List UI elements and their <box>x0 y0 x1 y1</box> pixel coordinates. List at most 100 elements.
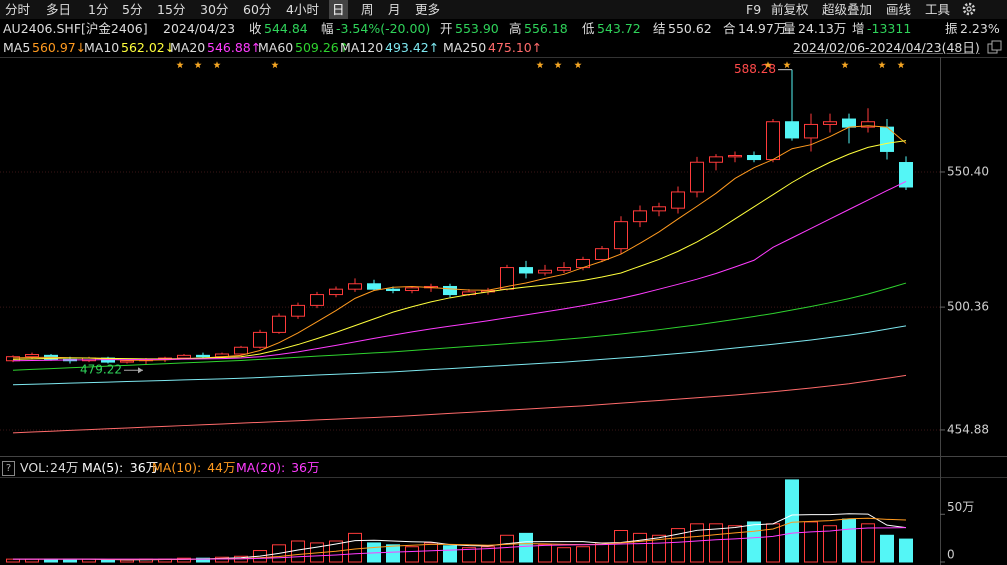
legend-name: MA250 <box>443 40 487 55</box>
volume-bar <box>405 546 419 563</box>
tab[interactable]: 1分 <box>88 2 109 17</box>
tab[interactable]: 4小时 <box>286 2 319 17</box>
y-tick-label: 550.40 <box>947 164 989 178</box>
volume-bar <box>709 523 723 563</box>
ma-line <box>12 181 907 362</box>
volume-bar <box>500 534 514 563</box>
settings-icon[interactable] <box>961 1 977 17</box>
y-tick-label: 50万 <box>947 500 974 514</box>
quote-value: 2.23% <box>960 21 1000 36</box>
tool-button[interactable]: 工具 <box>925 2 951 17</box>
volume-bar <box>348 532 362 563</box>
tab[interactable]: 日 <box>329 0 348 19</box>
candle-body <box>557 267 571 271</box>
tab[interactable]: 分时 <box>5 2 31 17</box>
tab[interactable]: 30分 <box>200 2 229 17</box>
candle-body <box>747 154 761 161</box>
quote-label: 收 <box>249 21 262 36</box>
tab[interactable]: 周 <box>361 2 374 17</box>
legend-value: 36万 <box>291 460 320 475</box>
volume-bar <box>424 542 438 563</box>
volume-bar <box>519 532 533 563</box>
toolbar: 分时 多日 1分 5分 15分 30分 60分 4小时日周月更多 F9 前复权 超级叠加 画线 工具 <box>0 0 1007 19</box>
event-marker <box>176 61 184 69</box>
event-marker <box>764 61 772 69</box>
event-marker <box>897 61 905 69</box>
candle-body <box>709 156 723 163</box>
candle-body <box>842 118 856 128</box>
ma-line <box>12 325 907 386</box>
candle-body <box>538 269 552 274</box>
help-button[interactable]: ? <box>2 461 15 476</box>
legend-name: MA5 <box>3 40 31 55</box>
candle-body <box>690 161 704 193</box>
candle-body <box>329 288 343 296</box>
volume-ma-line <box>13 527 907 560</box>
legend-name: MA10 <box>84 40 120 55</box>
tool-button[interactable]: 超级叠加 <box>822 2 873 17</box>
quote-value: 556.18 <box>524 21 568 36</box>
quote-label: 振 <box>945 21 958 36</box>
candle-body <box>443 285 457 296</box>
annotation: 588.28 <box>734 62 776 76</box>
volume-bar <box>842 518 856 563</box>
symbol: AU2406.SHF[沪金2406] <box>3 21 148 36</box>
tab[interactable]: 15分 <box>157 2 186 17</box>
legend-name: MA(5): <box>82 460 124 475</box>
volume-bar <box>880 534 894 563</box>
y-tick-label: 454.88 <box>947 422 989 436</box>
candle-body <box>804 123 818 139</box>
volume-bar <box>462 547 476 563</box>
quote-label: 增 <box>852 21 865 36</box>
candle-body <box>253 331 267 348</box>
quote-value: 543.72 <box>597 21 641 36</box>
panel-icons[interactable] <box>985 40 1005 56</box>
ma-line <box>12 125 907 361</box>
volume-bar <box>747 521 761 563</box>
legend-name: MA(10): <box>152 460 202 475</box>
tool-button[interactable]: F9 <box>746 2 762 17</box>
tab[interactable]: 月 <box>388 2 401 17</box>
candle-body <box>6 356 20 362</box>
candle-body <box>234 346 248 355</box>
volume-bar <box>823 525 837 563</box>
volume-bar <box>804 521 818 563</box>
tab[interactable]: 多日 <box>46 2 72 17</box>
legend-value: 36万 <box>129 460 159 475</box>
tab[interactable]: 5分 <box>122 2 143 17</box>
annotation-arrow <box>138 367 143 374</box>
tab[interactable]: 60分 <box>243 2 272 17</box>
candle-body <box>196 354 210 358</box>
ma-legend: MA5 560.97↓ MA10 562.02↓ MA20 546.88↑ MA60 509.… <box>0 38 1007 57</box>
candle-body <box>823 121 837 125</box>
ma-line <box>12 140 907 360</box>
candle-body <box>25 354 39 358</box>
candle-body <box>120 360 134 363</box>
legend-name: MA20 <box>170 40 206 55</box>
legend-name: VOL: <box>20 460 50 475</box>
candle-body <box>671 191 685 209</box>
quote-value: -13311 <box>867 21 912 36</box>
tool-button[interactable]: 前复权 <box>771 2 809 17</box>
quote-bar: AU2406.SHF[沪金2406] 2024/04/23 收 544.84 幅 -3.5… <box>0 19 1007 38</box>
volume-bar <box>215 556 229 563</box>
legend-value: 24万 <box>50 460 79 475</box>
candle-body <box>652 206 666 212</box>
legend-value: 546.88↑ <box>207 40 262 55</box>
volume-bar <box>652 534 666 563</box>
quote-label: 量 <box>783 21 796 36</box>
volume-bar <box>861 523 875 563</box>
legend-value: 475.10↑ <box>488 40 543 55</box>
candle-body <box>728 154 742 158</box>
tool-button[interactable]: 画线 <box>886 2 912 17</box>
y-tick-label: 500.36 <box>947 300 989 314</box>
period[interactable]: 2024/02/06-2024/04/23(48日) <box>793 40 980 55</box>
tab[interactable]: 更多 <box>415 2 441 17</box>
annotation: 479.22 <box>80 363 122 377</box>
quote-label: 合 <box>723 21 736 36</box>
candle-body <box>310 294 324 306</box>
legend-name: MA(20): <box>236 460 286 475</box>
legend-name: MA120 <box>340 40 384 55</box>
